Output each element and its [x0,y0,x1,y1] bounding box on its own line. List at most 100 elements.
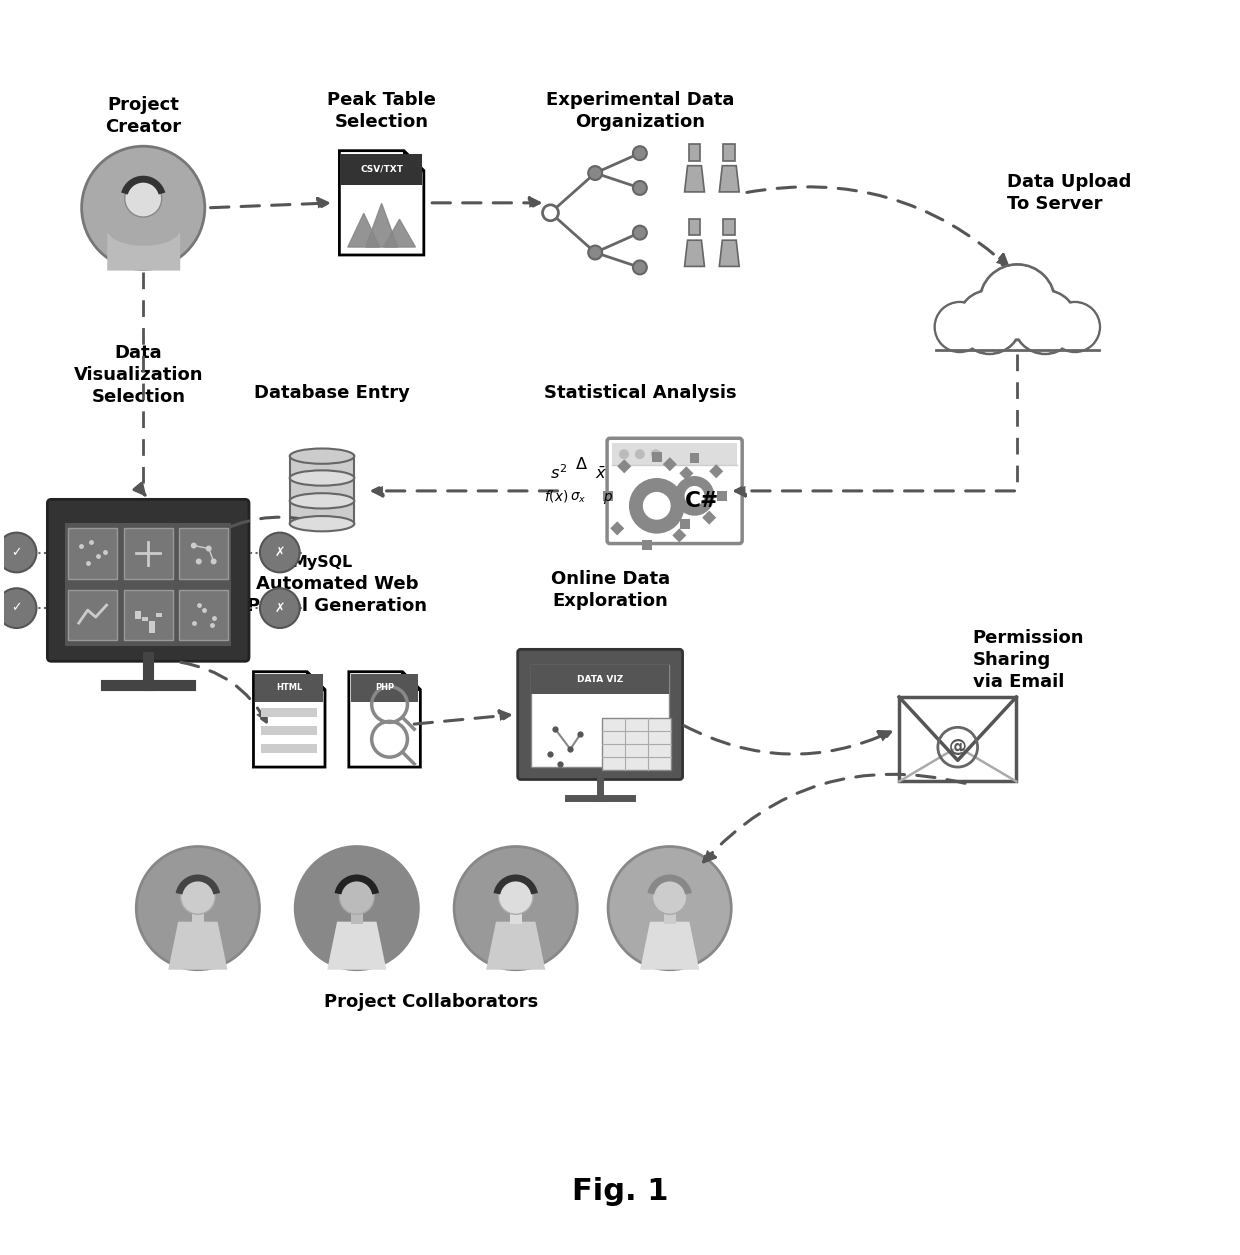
Bar [68,590,117,640]
Bar [642,540,652,550]
Text: MySQL: MySQL [291,556,352,571]
Circle shape [675,476,714,516]
Text: CSV/TXT: CSV/TXT [360,164,403,173]
Bar [652,481,662,491]
Bar [656,503,670,517]
Bar [531,665,670,694]
Polygon shape [253,671,325,767]
Text: Fig. 1: Fig. 1 [572,1177,668,1206]
Bar [936,318,1099,351]
Circle shape [980,265,1055,340]
Bar [262,727,317,735]
Bar [601,718,671,771]
Bar [663,912,676,924]
Bar [510,912,522,924]
Text: ✗: ✗ [274,546,285,558]
Circle shape [588,166,603,179]
Bar [613,443,738,466]
Text: ✓: ✓ [11,546,22,558]
Polygon shape [340,151,424,255]
Bar [149,621,155,633]
Circle shape [632,181,647,195]
FancyBboxPatch shape [608,438,743,543]
Bar [718,491,728,501]
Circle shape [629,478,684,533]
Circle shape [608,847,732,970]
Polygon shape [403,671,420,689]
Bar [702,511,717,525]
Circle shape [136,847,259,970]
Text: $\sigma_x$: $\sigma_x$ [570,491,587,506]
Circle shape [1050,302,1100,351]
Bar [709,464,723,478]
Circle shape [295,847,418,970]
Text: DATA VIZ: DATA VIZ [577,675,624,684]
Bar [723,144,735,161]
Polygon shape [366,203,398,247]
Ellipse shape [290,448,355,464]
Text: Statistical Analysis: Statistical Analysis [543,384,737,402]
Bar [688,144,701,161]
Text: Project Collaborators: Project Collaborators [324,993,538,1010]
Bar [610,521,624,536]
Text: @: @ [949,738,967,757]
Text: Data Upload
To Server: Data Upload To Server [1007,173,1132,213]
Bar [290,456,355,478]
Bar [135,611,141,619]
Bar [290,479,355,501]
Bar [680,518,689,528]
Bar [688,218,701,236]
Bar [531,665,670,767]
Circle shape [959,291,1021,353]
Text: ✗: ✗ [274,601,285,615]
Polygon shape [486,921,546,970]
Circle shape [260,589,300,628]
Circle shape [191,542,197,548]
Bar [351,912,363,924]
Circle shape [196,558,202,565]
Bar [262,709,317,718]
Text: Peak Table
Selection: Peak Table Selection [327,92,436,132]
Text: Permission
Sharing
via Email: Permission Sharing via Email [972,629,1084,692]
Circle shape [632,147,647,161]
Polygon shape [169,921,227,970]
Circle shape [543,205,558,221]
Text: Experimental Data
Organization: Experimental Data Organization [546,92,734,132]
Text: C#: C# [686,491,719,511]
Bar [156,614,162,617]
Bar [618,459,631,473]
Circle shape [935,302,985,351]
Bar [691,501,701,511]
Circle shape [454,847,578,970]
Bar [68,528,117,579]
Bar [341,153,422,184]
Bar [290,502,355,523]
Polygon shape [383,220,415,247]
Text: Online Data
Exploration: Online Data Exploration [551,570,670,610]
Text: Database Entry: Database Entry [254,384,410,402]
Circle shape [588,246,603,260]
Circle shape [340,880,374,915]
Polygon shape [404,151,424,171]
Bar [899,697,1017,782]
Text: ✓: ✓ [11,601,22,615]
Circle shape [957,290,1022,354]
Bar [262,744,317,753]
Bar [192,912,205,924]
Polygon shape [327,921,387,970]
Circle shape [684,486,704,506]
Bar [351,674,418,703]
FancyBboxPatch shape [47,499,249,661]
Circle shape [619,449,629,459]
Circle shape [0,589,36,628]
Circle shape [642,492,671,520]
Ellipse shape [290,471,355,486]
Circle shape [1052,304,1099,351]
Bar [124,590,172,640]
Circle shape [632,261,647,275]
Text: Data
Visualization
Selection: Data Visualization Selection [73,344,203,407]
Bar [689,453,699,463]
Polygon shape [640,921,699,970]
Bar [603,491,613,501]
Circle shape [632,226,647,240]
